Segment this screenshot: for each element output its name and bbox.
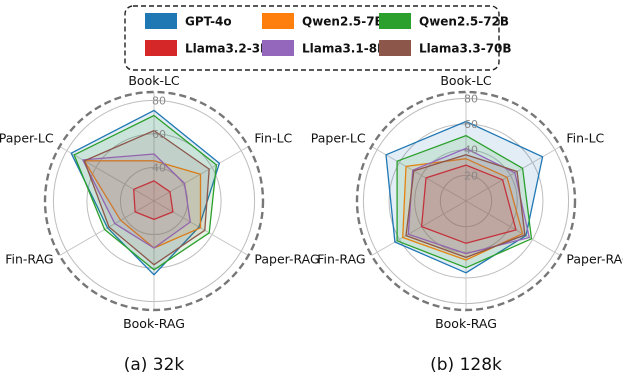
spoke bbox=[59, 146, 155, 202]
tick-label: 60 bbox=[152, 128, 166, 141]
series-qwen2-5-72b-32k bbox=[73, 114, 218, 271]
legend-swatch bbox=[145, 13, 177, 29]
series-llama3-3-70b-128k bbox=[405, 154, 526, 259]
axis-label-fin-lc: Fin-LC bbox=[254, 131, 292, 146]
tick-label: 80 bbox=[152, 94, 166, 107]
series-group bbox=[70, 109, 221, 276]
legend-label: Qwen2.5-7B bbox=[302, 15, 384, 29]
axis-label-paper-rag: Paper-RAG bbox=[566, 252, 623, 267]
legend-item-qwen2-5-72b: Qwen2.5-72B bbox=[379, 13, 509, 29]
series-llama3-2-3b-32k bbox=[133, 180, 174, 221]
legend-label: Llama3.1-8B bbox=[302, 42, 386, 56]
axis-label-fin-lc: Fin-LC bbox=[566, 131, 604, 146]
outer-frame bbox=[43, 90, 265, 312]
legend: GPT-4o Qwen2.5-7B Qwen2.5-72B Llama3.2-3B Ll… bbox=[124, 5, 512, 71]
tick-label: 60 bbox=[464, 118, 478, 131]
legend-item-gpt-4o: GPT-4o bbox=[145, 13, 232, 29]
spoke bbox=[465, 146, 561, 202]
axis-label-book-rag: Book-RAG bbox=[435, 316, 497, 331]
axis-label-fin-rag: Fin-RAG bbox=[317, 252, 365, 267]
axis-label-fin-rag: Fin-RAG bbox=[5, 252, 53, 267]
chart-caption: (a) 32k bbox=[124, 355, 185, 375]
series-gpt-4o-32k bbox=[70, 109, 221, 276]
axis-label-book-rag: Book-RAG bbox=[123, 316, 185, 331]
spoke bbox=[465, 200, 561, 256]
spoke bbox=[371, 146, 467, 202]
legend-label: Llama3.2-3B bbox=[185, 42, 269, 56]
series-llama3-1-8b-32k bbox=[82, 153, 191, 249]
tick-label: 40 bbox=[464, 144, 478, 157]
series-llama3-2-3b-128k bbox=[420, 164, 517, 244]
legend-label: Llama3.3-70B bbox=[419, 42, 512, 56]
legend-swatch bbox=[262, 13, 294, 29]
axis-label-book-lc: Book-LC bbox=[128, 73, 180, 88]
legend-label: Qwen2.5-72B bbox=[419, 15, 509, 29]
chart-caption: (b) 128k bbox=[430, 355, 502, 375]
legend-swatch bbox=[379, 13, 411, 29]
axis-label-book-lc: Book-LC bbox=[440, 73, 492, 88]
series-llama3-1-8b-128k bbox=[407, 147, 530, 255]
grid bbox=[362, 92, 570, 310]
outer-frame bbox=[355, 90, 577, 312]
series-gpt-4o-128k bbox=[385, 120, 544, 274]
spoke bbox=[371, 200, 467, 256]
legend-swatch bbox=[379, 40, 411, 56]
axis-label-paper-lc: Paper-LC bbox=[311, 131, 366, 146]
legend-item-qwen2-5-7b: Qwen2.5-7B bbox=[262, 13, 384, 29]
tick-label: 20 bbox=[464, 169, 478, 182]
spoke bbox=[153, 200, 249, 256]
legend-swatch bbox=[262, 40, 294, 56]
legend-swatch bbox=[145, 40, 177, 56]
series-group bbox=[385, 120, 544, 274]
axis-label-paper-rag: Paper-RAG bbox=[254, 252, 319, 267]
legend-item-llama3-3-70b: Llama3.3-70B bbox=[379, 40, 512, 56]
series-llama3-3-70b-32k bbox=[83, 129, 210, 266]
tick-label: 40 bbox=[152, 161, 166, 174]
legend-item-llama3-1-8b: Llama3.1-8B bbox=[262, 40, 386, 56]
legend-item-llama3-2-3b: Llama3.2-3B bbox=[145, 40, 269, 56]
radar-plot-32k: 40 60 80 Book-LC Fin-LC Paper-RAG Book-RAG Fin-… bbox=[0, 73, 320, 375]
tick-label: 80 bbox=[464, 92, 478, 105]
series-qwen2-5-7b-128k bbox=[402, 158, 524, 261]
spoke bbox=[59, 200, 155, 256]
radar-plot-128k: 20 40 60 80 Book-LC Fin-LC Paper-RAG Book-RAG Fi… bbox=[311, 73, 623, 375]
legend-label: GPT-4o bbox=[185, 15, 232, 29]
axis-label-paper-lc: Paper-LC bbox=[0, 131, 54, 146]
